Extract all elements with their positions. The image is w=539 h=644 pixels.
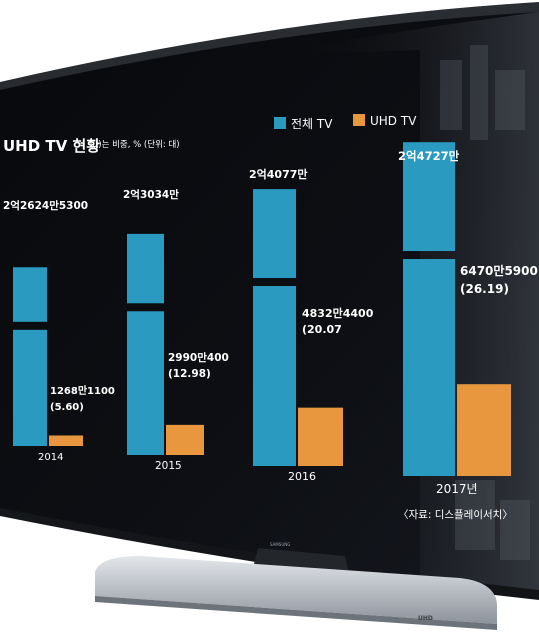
brand-logo: SAMSUNG <box>270 542 290 547</box>
total-value-label: 2억2624만5300 <box>3 199 88 212</box>
x-tick-label: 2016 <box>288 470 316 483</box>
x-tick-label: 2017년 <box>436 482 478 496</box>
legend-swatch-uhd <box>353 114 365 126</box>
total-bar-2017년 <box>403 259 455 476</box>
legend-label-total: 전체 TV <box>291 117 333 131</box>
uhd-badge: UHD <box>418 615 433 622</box>
total-value-label: 2억3034만 <box>123 188 179 201</box>
uhd-share-label: (26.19) <box>460 282 509 296</box>
uhd-bar-2017년 <box>457 384 511 476</box>
tv-stand-base-edge <box>95 596 497 630</box>
legend: 전체 TV UHD TV <box>274 114 417 131</box>
total-bar-upper-2016 <box>253 189 296 279</box>
total-bar-upper-2014 <box>13 267 47 322</box>
chart-title: UHD TV 현황 <box>3 137 100 155</box>
legend-swatch-total <box>274 117 286 129</box>
total-bar-2014 <box>13 329 47 446</box>
uhd-bar-2016 <box>298 407 343 466</box>
cityscape-buildings <box>440 45 530 560</box>
x-tick-label: 2015 <box>155 460 182 472</box>
x-tick-label: 2014 <box>38 452 63 463</box>
uhd-value-label: 6470만5900 <box>460 263 538 278</box>
total-value-label: 2억4727만 <box>398 149 460 163</box>
legend-label-uhd: UHD TV <box>370 114 417 128</box>
uhd-value-label: 1268만1100 <box>50 384 115 397</box>
uhd-share-label: (5.60) <box>50 402 84 413</box>
uhd-bar-2014 <box>49 435 83 446</box>
uhd-value-label: 4832만4400 <box>302 306 374 320</box>
total-bar-2015 <box>127 311 164 455</box>
chart-note: *( )는 비중, % (단위: 대) <box>88 139 180 150</box>
total-value-label: 2억4077만 <box>249 167 308 181</box>
bars-layer <box>13 142 511 476</box>
source-note: 〈자료: 디스플레이서치〉 <box>398 509 513 521</box>
total-bar-upper-2017년 <box>403 142 455 252</box>
uhd-bar-2015 <box>166 424 204 455</box>
total-bar-2016 <box>253 286 296 466</box>
uhd-value-label: 2990만400 <box>168 351 229 364</box>
uhd-share-label: (20.07 <box>302 323 342 336</box>
tv-stand-base <box>95 556 497 624</box>
uhd-share-label: (12.98) <box>168 368 211 380</box>
total-bar-upper-2015 <box>127 233 164 304</box>
